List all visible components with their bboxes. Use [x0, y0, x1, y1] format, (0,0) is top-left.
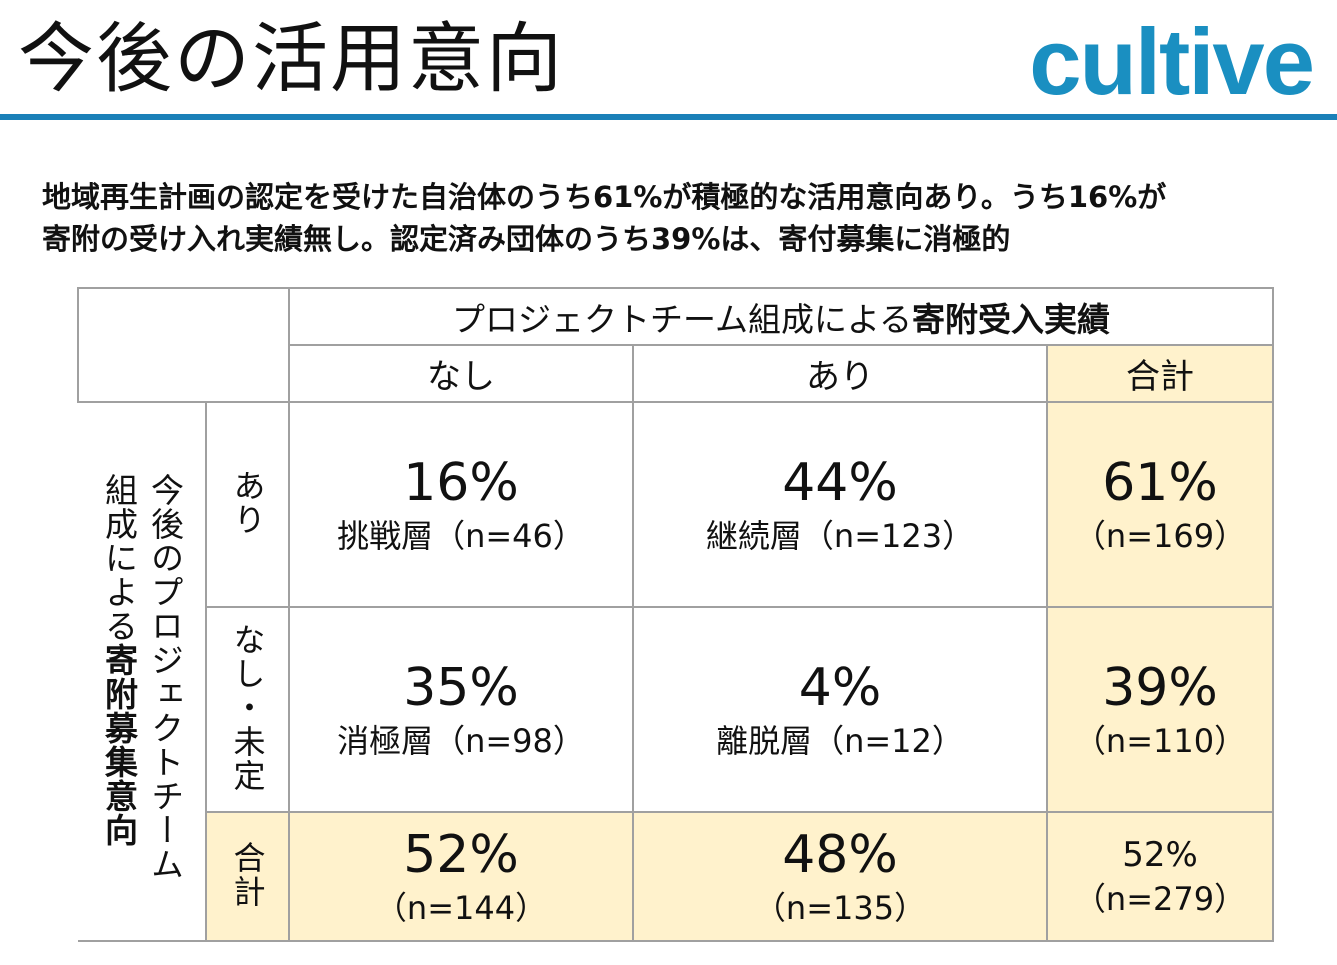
cell-percent: 16%	[403, 452, 519, 513]
column-header-total: 合計	[1045, 344, 1275, 403]
row-group-label-line-2-bold: 寄附募集意向	[99, 643, 139, 847]
cell-label: 消極層（n=98）	[337, 721, 585, 760]
cell-percent: 39%	[1102, 657, 1218, 718]
column-group-label-bold: 寄附受入実績	[912, 299, 1111, 339]
cell-label: （n=144）	[374, 888, 548, 927]
cell-challenge: 16% 挑戦層（n=46）	[288, 401, 634, 608]
cell-label: 挑戦層（n=46）	[337, 516, 585, 555]
cell-percent: 52%	[403, 824, 519, 885]
cell-label: 離脱層（n=12）	[716, 721, 964, 760]
summary-text: 地域再生計画の認定を受けた自治体のうち61%が積極的な活用意向あり。うち16%が…	[42, 176, 1312, 260]
intent-matrix-table: プロジェクトチーム組成による寄附受入実績 なし あり 合計 今後のプロジェクトチ…	[77, 287, 1275, 942]
cell-percent: 52%	[1122, 834, 1198, 875]
cell-row-total-nashi: 39% （n=110）	[1045, 606, 1275, 813]
corner-cell	[77, 287, 290, 403]
summary-line-2: 寄附の受け入れ実績無し。認定済み団体のうち39%は、寄付募集に消極的	[42, 222, 1011, 256]
row-group-label-line-2: 組成による	[99, 473, 139, 643]
page-title: 今後の活用意向	[18, 14, 564, 103]
row-header-ari: あり	[205, 401, 290, 608]
cell-percent: 4%	[798, 657, 882, 718]
column-group-header: プロジェクトチーム組成による寄附受入実績	[287, 287, 1275, 346]
column-header-nashi: なし	[288, 344, 634, 403]
cell-label: 継続層（n=123）	[705, 516, 975, 555]
cell-percent: 35%	[403, 657, 519, 718]
cell-grand-total: 52% （n=279）	[1045, 811, 1275, 942]
header-divider	[0, 114, 1337, 120]
cell-column-total-nashi: 52% （n=144）	[288, 811, 634, 942]
row-group-label-line-1: 今後のプロジェクトチーム	[145, 473, 185, 881]
summary-line-1: 地域再生計画の認定を受けた自治体のうち61%が積極的な活用意向あり。うち16%が	[42, 180, 1167, 214]
cell-label: （n=169）	[1073, 516, 1247, 555]
cell-passive: 35% 消極層（n=98）	[288, 606, 634, 813]
cultive-logo: cultive	[1029, 9, 1315, 114]
cell-label: （n=279）	[1073, 879, 1247, 918]
cell-row-total-ari: 61% （n=169）	[1045, 401, 1275, 608]
cell-percent: 48%	[782, 824, 898, 885]
cell-percent: 61%	[1102, 452, 1218, 513]
cell-withdrawal: 4% 離脱層（n=12）	[632, 606, 1048, 813]
row-group-header: 今後のプロジェクトチーム 組成による寄附募集意向	[78, 401, 207, 942]
cell-label: （n=135）	[753, 888, 927, 927]
row-header-nashi-mitei: なし・未定	[205, 606, 290, 813]
column-group-label: プロジェクトチーム組成による	[452, 299, 913, 339]
column-header-ari: あり	[632, 344, 1048, 403]
cell-percent: 44%	[782, 452, 898, 513]
cell-column-total-ari: 48% （n=135）	[632, 811, 1048, 942]
row-header-total: 合計	[205, 811, 290, 942]
cell-continue: 44% 継続層（n=123）	[632, 401, 1048, 608]
cell-label: （n=110）	[1073, 721, 1247, 760]
